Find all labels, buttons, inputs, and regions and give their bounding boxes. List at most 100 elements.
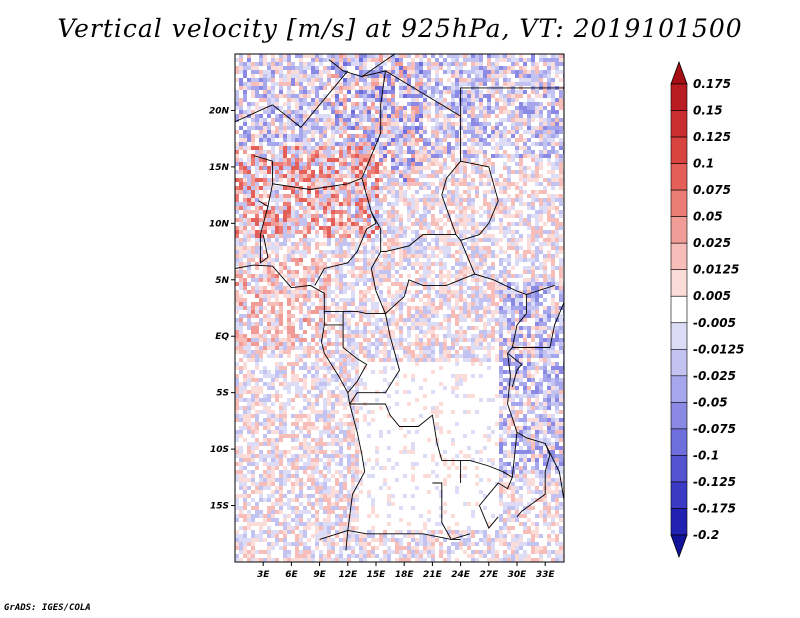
- field-cell: [551, 162, 555, 166]
- field-cell: [359, 190, 363, 194]
- field-cell: [371, 86, 375, 90]
- field-cell: [347, 62, 351, 66]
- field-cell: [335, 314, 339, 318]
- field-cell: [515, 286, 519, 290]
- field-cell: [539, 342, 543, 346]
- field-cell: [447, 242, 451, 246]
- field-cell: [483, 194, 487, 198]
- field-cell: [539, 214, 543, 218]
- field-cell: [507, 82, 511, 86]
- field-cell: [335, 114, 339, 118]
- field-cell: [255, 326, 259, 330]
- field-cell: [407, 102, 411, 106]
- field-cell: [443, 266, 447, 270]
- field-cell: [483, 110, 487, 114]
- field-cell: [419, 298, 423, 302]
- field-cell: [323, 70, 327, 74]
- field-cell: [479, 278, 483, 282]
- field-cell: [451, 154, 455, 158]
- field-cell: [263, 74, 267, 78]
- field-cell: [559, 370, 563, 374]
- field-cell: [315, 350, 319, 354]
- field-cell: [459, 78, 463, 82]
- field-cell: [419, 186, 423, 190]
- field-cell: [339, 342, 343, 346]
- field-cell: [275, 166, 279, 170]
- field-cell: [339, 122, 343, 126]
- field-cell: [403, 182, 407, 186]
- field-cell: [415, 318, 419, 322]
- field-cell: [391, 242, 395, 246]
- field-cell: [243, 302, 247, 306]
- field-cell: [275, 66, 279, 70]
- field-cell: [503, 186, 507, 190]
- field-cell: [491, 94, 495, 98]
- field-cell: [247, 270, 251, 274]
- field-cell: [355, 206, 359, 210]
- field-cell: [451, 346, 455, 350]
- field-cell: [339, 98, 343, 102]
- field-cell: [331, 250, 335, 254]
- field-cell: [527, 286, 531, 290]
- field-cell: [351, 218, 355, 222]
- field-cell: [263, 166, 267, 170]
- field-cell: [363, 58, 367, 62]
- field-cell: [339, 274, 343, 278]
- field-cell: [459, 354, 463, 358]
- field-cell: [491, 242, 495, 246]
- field-cell: [279, 374, 283, 378]
- field-cell: [235, 362, 239, 366]
- field-cell: [367, 198, 371, 202]
- field-cell: [383, 102, 387, 106]
- field-cell: [423, 278, 427, 282]
- field-cell: [403, 150, 407, 154]
- field-cell: [443, 118, 447, 122]
- field-cell: [431, 310, 435, 314]
- field-cell: [339, 326, 343, 330]
- field-cell: [555, 302, 559, 306]
- field-cell: [499, 314, 503, 318]
- field-cell: [263, 314, 267, 318]
- field-cell: [307, 138, 311, 142]
- field-cell: [259, 206, 263, 210]
- field-cell: [363, 166, 367, 170]
- field-cell: [295, 246, 299, 250]
- field-cell: [515, 358, 519, 362]
- field-cell: [507, 154, 511, 158]
- field-cell: [395, 106, 399, 110]
- field-cell: [263, 274, 267, 278]
- field-cell: [551, 222, 555, 226]
- field-cell: [239, 158, 243, 162]
- field-cell: [543, 326, 547, 330]
- field-cell: [479, 286, 483, 290]
- field-cell: [535, 366, 539, 370]
- field-cell: [543, 286, 547, 290]
- field-cell: [511, 242, 515, 246]
- field-cell: [451, 242, 455, 246]
- field-cell: [275, 154, 279, 158]
- field-cell: [291, 78, 295, 82]
- field-cell: [547, 154, 551, 158]
- field-cell: [363, 174, 367, 178]
- field-cell: [279, 290, 283, 294]
- field-cell: [547, 258, 551, 262]
- field-cell: [291, 190, 295, 194]
- field-cell: [479, 126, 483, 130]
- field-cell: [431, 222, 435, 226]
- field-cell: [447, 230, 451, 234]
- field-cell: [267, 354, 271, 358]
- field-cell: [327, 338, 331, 342]
- field-cell: [551, 166, 555, 170]
- field-cell: [259, 146, 263, 150]
- field-cell: [291, 194, 295, 198]
- field-cell: [311, 294, 315, 298]
- field-cell: [331, 154, 335, 158]
- field-cell: [415, 106, 419, 110]
- field-cell: [343, 146, 347, 150]
- field-cell: [299, 154, 303, 158]
- field-cell: [263, 238, 267, 242]
- field-cell: [339, 290, 343, 294]
- field-cell: [543, 202, 547, 206]
- field-cell: [387, 322, 391, 326]
- field-cell: [311, 226, 315, 230]
